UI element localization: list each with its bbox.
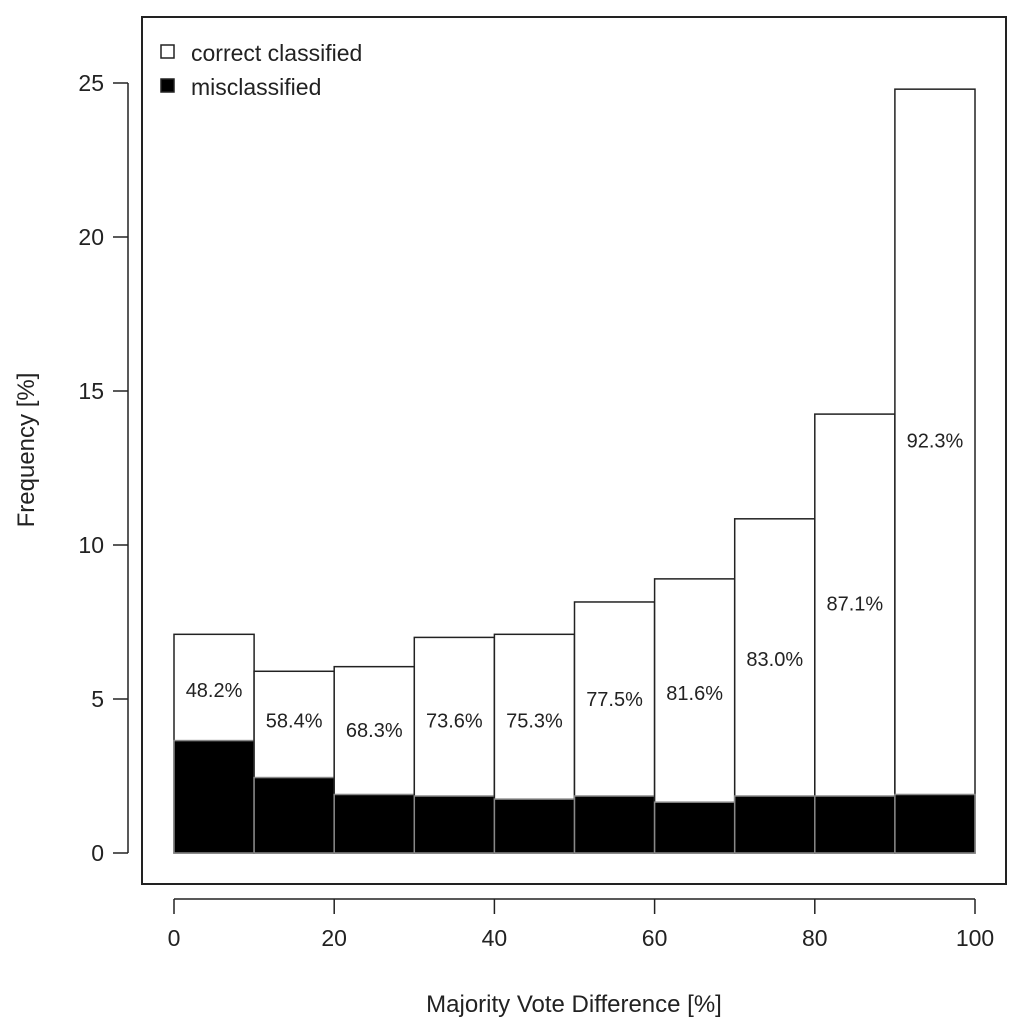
bar-misclassified-3: [413, 795, 496, 854]
bar-misclassified-2: [333, 793, 416, 854]
x-tick-label-2: 40: [482, 925, 508, 951]
bar-label-3: 73.6%: [426, 711, 483, 733]
bar-misclassified-8: [814, 795, 896, 854]
x-tick-label-3: 60: [642, 925, 668, 951]
bar-label-1: 58.4%: [266, 711, 323, 733]
bar-misclassified-0: [173, 739, 255, 854]
legend: correct classified misclassified: [160, 40, 362, 100]
bar-label-2: 68.3%: [346, 720, 403, 742]
x-tick-label-4: 80: [802, 925, 828, 951]
bar-label-9: 92.3%: [907, 430, 964, 452]
bar-misclassified-6: [653, 801, 736, 854]
legend-swatch-0: [160, 44, 175, 59]
bars-group: [173, 88, 976, 854]
y-tick-label-1: 5: [91, 686, 104, 712]
y-tick-label-3: 15: [78, 378, 104, 404]
bar-correct-9: [894, 88, 976, 854]
legend-swatch-1: [160, 78, 175, 93]
x-tick-label-1: 20: [321, 925, 347, 951]
y-tick-label-0: 0: [91, 840, 104, 866]
x-axis-label: Majority Vote Difference [%]: [426, 991, 722, 1018]
bar-misclassified-9: [894, 793, 976, 854]
y-axis: 0 5 10 15 20 25: [78, 70, 129, 866]
bar-label-5: 77.5%: [586, 689, 643, 711]
bar-misclassified-7: [733, 795, 816, 854]
bar-label-0: 48.2%: [186, 680, 243, 702]
x-axis: 0 20 40 60 80 100: [168, 898, 994, 951]
bar-misclassified-5: [573, 795, 656, 854]
bar-correct-8: [814, 413, 896, 854]
bar-label-7: 83.0%: [746, 649, 803, 671]
x-tick-label-0: 0: [168, 925, 181, 951]
bar-label-4: 75.3%: [506, 711, 563, 733]
y-tick-label-5: 25: [78, 70, 104, 96]
plot-frame: [141, 16, 1007, 885]
bar-labels-group: 48.2% 58.4% 68.3% 73.6% 75.3% 77.5% 81.6% 83.0%…: [186, 430, 964, 742]
y-axis-label: Frequency [%]: [13, 373, 40, 528]
y-tick-label-4: 20: [78, 224, 104, 250]
x-tick-label-5: 100: [956, 925, 994, 951]
bar-label-6: 81.6%: [666, 683, 723, 705]
bar-label-8: 87.1%: [826, 594, 883, 616]
bar-misclassified-4: [493, 798, 576, 854]
legend-label-1: misclassified: [191, 74, 321, 100]
legend-label-0: correct classified: [191, 40, 362, 66]
bar-misclassified-1: [253, 776, 335, 854]
y-tick-label-2: 10: [78, 532, 104, 558]
